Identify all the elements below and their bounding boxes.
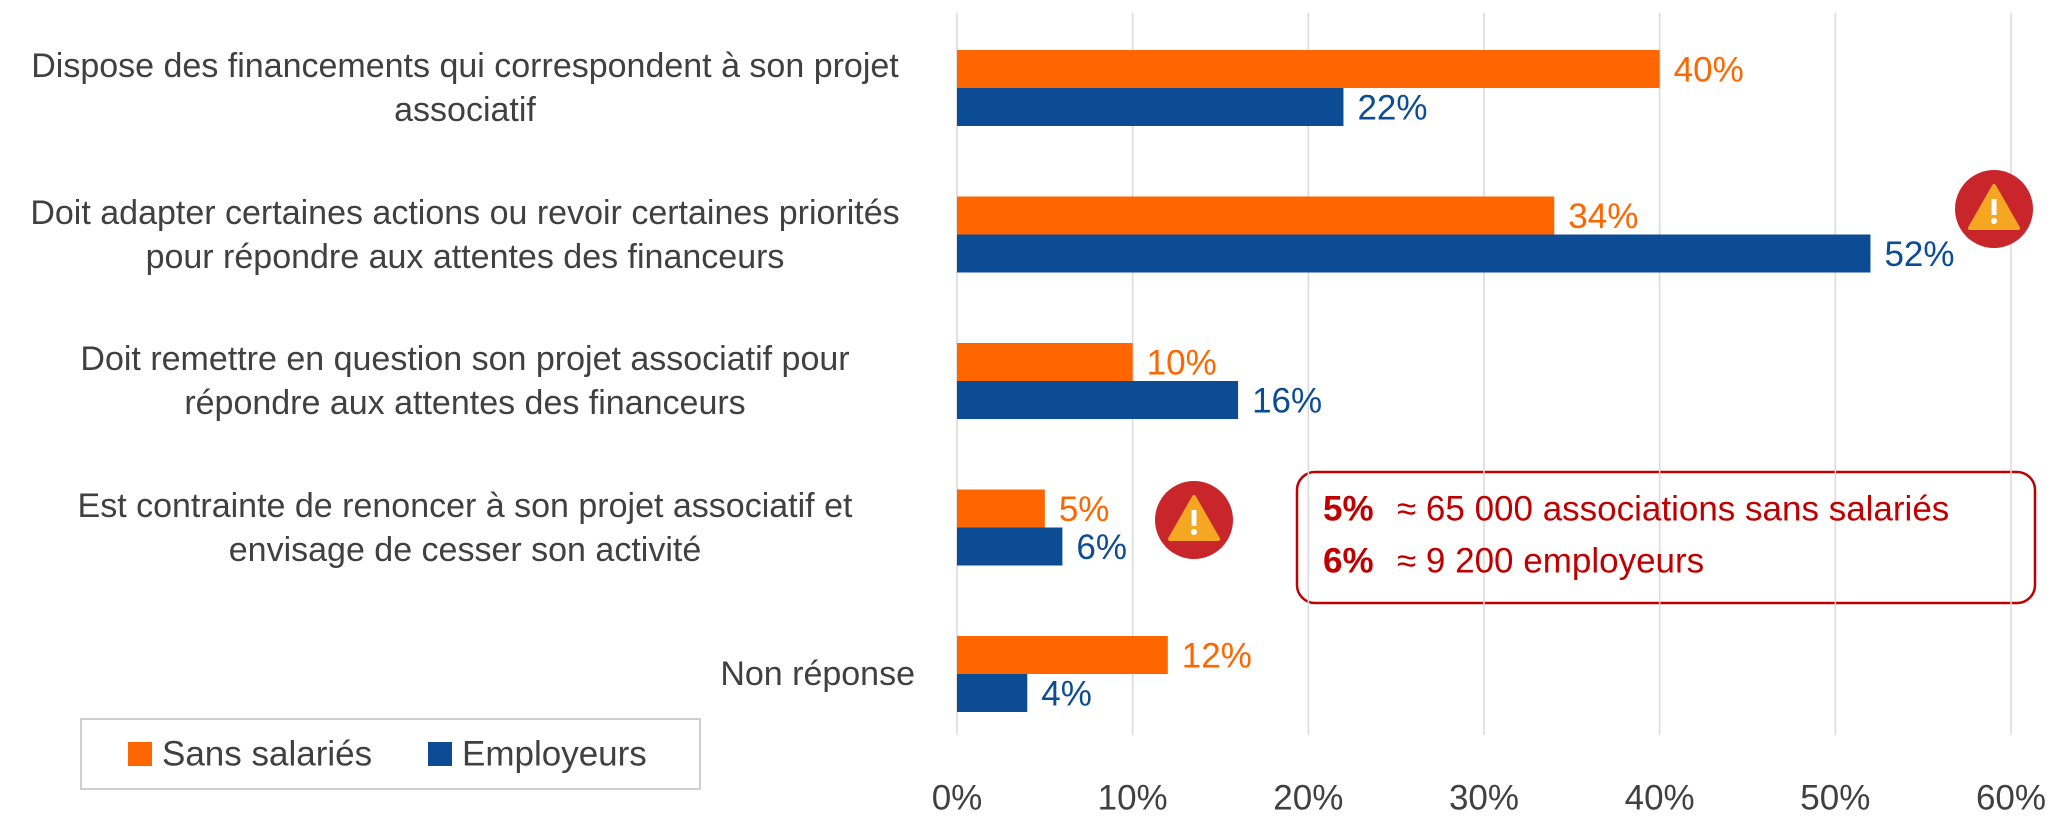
- bar: [957, 527, 1063, 566]
- category-label: Doit remettre en question son projet ass…: [80, 340, 850, 422]
- annotation-box: [1295, 470, 2037, 605]
- value-label: 34%: [1568, 197, 1638, 236]
- category-label: Non réponse: [720, 655, 915, 693]
- bar: [957, 88, 1344, 126]
- bar: [957, 381, 1239, 419]
- annotation-value: 6%: [1323, 541, 1374, 580]
- x-tick-label: 0%: [932, 778, 983, 817]
- bar: [957, 50, 1660, 88]
- value-label: 52%: [1884, 235, 1954, 274]
- legend-label: Employeurs: [462, 734, 647, 773]
- category-label: Doit adapter certaines actions ou revoir…: [30, 193, 900, 276]
- bar: [957, 489, 1045, 528]
- value-label: 16%: [1252, 381, 1322, 420]
- category-label: Est contrainte de renoncer à son projet …: [77, 486, 853, 569]
- bar: [957, 636, 1168, 674]
- bar: [957, 674, 1028, 712]
- legend-box: [80, 718, 701, 790]
- annotation-value: 5%: [1323, 489, 1374, 528]
- value-label: 22%: [1357, 88, 1427, 127]
- bar: [957, 196, 1555, 235]
- x-tick-label: 60%: [1976, 778, 2046, 817]
- value-label: 5%: [1059, 490, 1110, 529]
- value-label: 4%: [1041, 674, 1092, 713]
- value-label: 6%: [1076, 528, 1127, 567]
- value-label: 40%: [1674, 50, 1744, 89]
- bar: [957, 343, 1133, 381]
- bar: [957, 234, 1871, 273]
- legend-label: Sans salariés: [162, 734, 372, 773]
- warning-mark: [1991, 199, 1997, 215]
- x-tick-label: 10%: [1098, 778, 1168, 817]
- x-tick-label: 40%: [1625, 778, 1695, 817]
- legend-swatch: [128, 742, 152, 766]
- warning-dot: [1191, 529, 1197, 535]
- category-label: Dispose des financements qui corresponde…: [31, 47, 899, 129]
- value-label: 12%: [1182, 636, 1252, 675]
- warning-dot: [1991, 218, 1997, 224]
- x-tick-label: 30%: [1449, 778, 1519, 817]
- value-label: 10%: [1147, 343, 1217, 382]
- annotation-text: ≈ 65 000 associations sans salariés: [1397, 489, 1949, 528]
- x-tick-label: 20%: [1273, 778, 1343, 817]
- annotation-text: ≈ 9 200 employeurs: [1397, 541, 1704, 580]
- x-tick-label: 50%: [1800, 778, 1870, 817]
- warning-mark: [1191, 510, 1197, 526]
- legend-swatch: [428, 742, 452, 766]
